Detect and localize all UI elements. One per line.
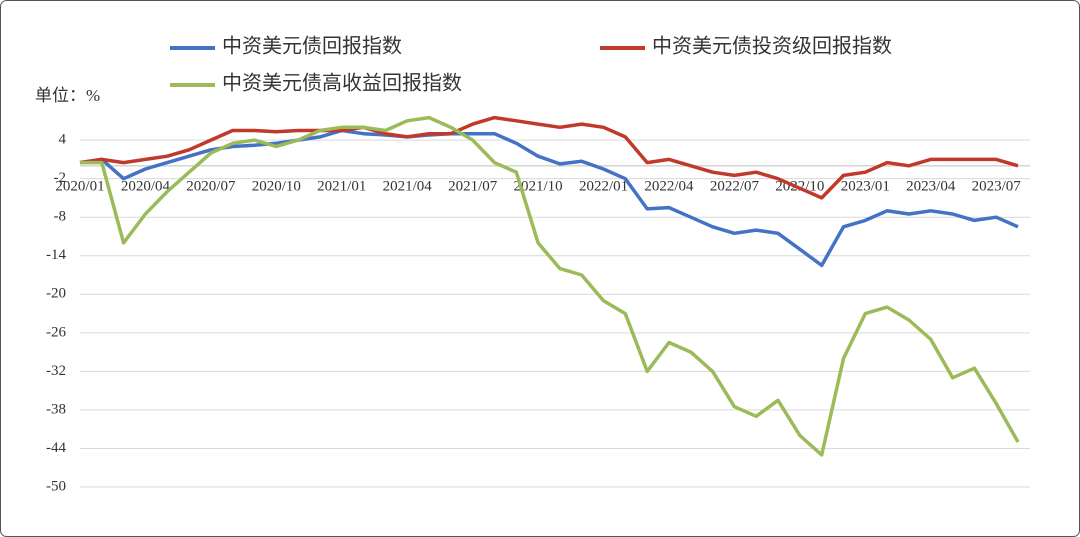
- y-tick-label: -38: [46, 401, 66, 417]
- x-tick-label: 2022/04: [644, 178, 694, 194]
- x-tick-label: 2022/07: [710, 178, 760, 194]
- x-tick-label: 2021/01: [317, 178, 366, 194]
- series-line: [79, 128, 1019, 268]
- legend-label: 中资美元债投资级回报指数: [652, 35, 892, 58]
- y-tick-label: -50: [46, 478, 66, 494]
- y-tick-label: 4: [59, 132, 67, 148]
- legend-label: 中资美元债高收益回报指数: [222, 72, 462, 95]
- y-tick-label: -2: [54, 170, 67, 186]
- x-tick-label: 2023/01: [841, 178, 890, 194]
- x-tick-label: 2023/07: [972, 178, 1022, 194]
- x-tick-label: 2021/10: [514, 178, 563, 194]
- x-tick-label: 2020/04: [121, 178, 171, 194]
- y-tick-label: -20: [46, 286, 66, 302]
- x-tick-label: 2022/01: [579, 178, 628, 194]
- y-tick-label: -26: [46, 324, 66, 340]
- unit-label: 单位：%: [35, 86, 100, 105]
- x-tick-label: 2020/07: [186, 178, 236, 194]
- series-line: [80, 115, 1020, 457]
- series-line: [79, 115, 1019, 200]
- y-tick-label: -32: [46, 363, 66, 379]
- x-tick-label: 2021/07: [448, 178, 498, 194]
- y-tick-label: -44: [46, 440, 66, 456]
- x-tick-label: 2020/10: [252, 178, 301, 194]
- y-tick-label: -14: [46, 247, 66, 263]
- y-tick-label: -8: [54, 209, 67, 225]
- x-tick-label: 2023/04: [906, 178, 956, 194]
- legend-label: 中资美元债回报指数: [222, 35, 402, 58]
- x-tick-label: 2021/04: [383, 178, 433, 194]
- x-tick-label: 2020/01: [55, 178, 104, 194]
